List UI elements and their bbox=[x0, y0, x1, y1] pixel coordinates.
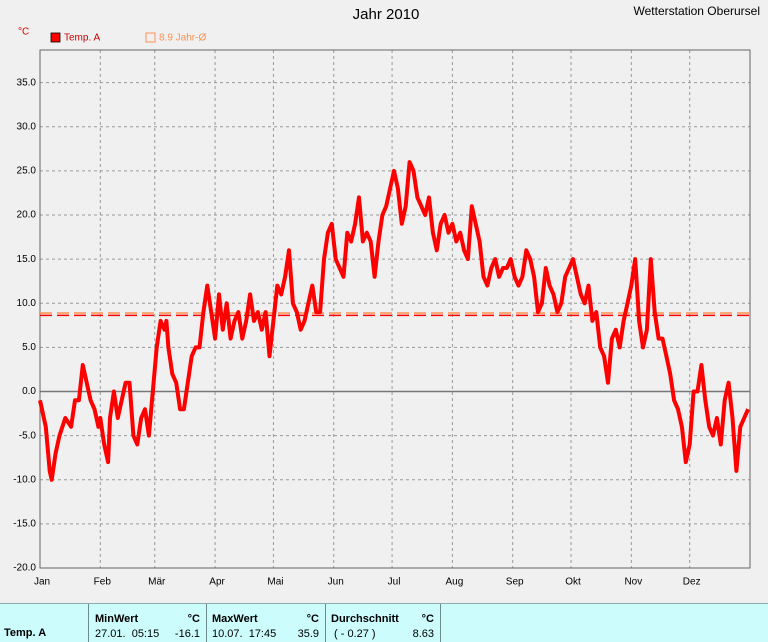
value: 35.9 bbox=[297, 628, 319, 640]
y-tick-label: 35.0 bbox=[17, 77, 37, 88]
y-tick-label: -5.0 bbox=[19, 430, 37, 441]
x-tick-label: Mai bbox=[267, 577, 283, 588]
legend-label: 8.9 Jahr-Ø bbox=[159, 33, 206, 44]
x-tick-label: Jan bbox=[34, 577, 50, 588]
x-tick-label: Apr bbox=[209, 577, 225, 588]
y-tick-label: 30.0 bbox=[17, 121, 37, 132]
chart: Jahr 2010 Wetterstation Oberursel °C -20… bbox=[13, 4, 761, 588]
row-label-cell: Temp. A bbox=[0, 604, 89, 642]
x-tick-label: Dez bbox=[683, 577, 701, 588]
x-tick-label: Jul bbox=[388, 577, 401, 588]
time: 27.01. 05:15 bbox=[95, 628, 160, 640]
header: Durchschnitt bbox=[331, 613, 399, 625]
legend-label: Temp. A bbox=[64, 33, 100, 44]
y-tick-label: -15.0 bbox=[13, 519, 36, 530]
plot-frame bbox=[39, 49, 751, 569]
time: ( - 0.27 ) bbox=[334, 628, 376, 640]
row-label: Temp. A bbox=[4, 627, 47, 639]
y-tick-label: 20.0 bbox=[17, 210, 37, 221]
stats-table: Temp. A MinWert °C 27.01. 05:15 -16.1 Ma… bbox=[0, 603, 768, 642]
station-name: Wetterstation Oberursel bbox=[634, 4, 761, 18]
y-tick-label: 0.0 bbox=[22, 386, 36, 397]
chart-title: Jahr 2010 bbox=[353, 6, 420, 23]
x-tick-label: Jun bbox=[328, 577, 344, 588]
unit: °C bbox=[306, 613, 319, 625]
temperature-line bbox=[38, 160, 750, 482]
min-cell: MinWert °C 27.01. 05:15 -16.1 bbox=[89, 604, 207, 642]
unit: °C bbox=[421, 613, 434, 625]
plot-area bbox=[40, 50, 750, 568]
x-tick-label: Okt bbox=[565, 577, 581, 588]
y-tick-label: 10.0 bbox=[17, 298, 37, 309]
unit: °C bbox=[187, 613, 200, 625]
y-tick-label: -20.0 bbox=[13, 563, 36, 574]
x-tick-label: Aug bbox=[445, 577, 463, 588]
y-tick-label: 15.0 bbox=[17, 254, 37, 265]
header: MaxWert bbox=[212, 613, 258, 625]
y-tick-label: -10.0 bbox=[13, 474, 36, 485]
x-tick-label: Mär bbox=[148, 577, 166, 588]
legend-swatch bbox=[145, 32, 156, 43]
avg-cell: Durchschnitt °C ( - 0.27 ) 8.63 bbox=[326, 604, 441, 642]
legend-swatch bbox=[50, 32, 61, 43]
time: 10.07. 17:45 bbox=[212, 628, 277, 640]
header: MinWert bbox=[95, 613, 139, 625]
x-tick-label: Sep bbox=[506, 577, 524, 588]
x-tick-label: Nov bbox=[624, 577, 642, 588]
value: -16.1 bbox=[174, 628, 200, 640]
value: 8.63 bbox=[412, 628, 434, 640]
y-unit: °C bbox=[18, 27, 29, 38]
y-tick-label: 25.0 bbox=[17, 166, 37, 177]
max-cell: MaxWert °C 10.07. 17:45 35.9 bbox=[207, 604, 326, 642]
y-tick-label: 5.0 bbox=[22, 342, 36, 353]
x-tick-label: Feb bbox=[94, 577, 112, 588]
